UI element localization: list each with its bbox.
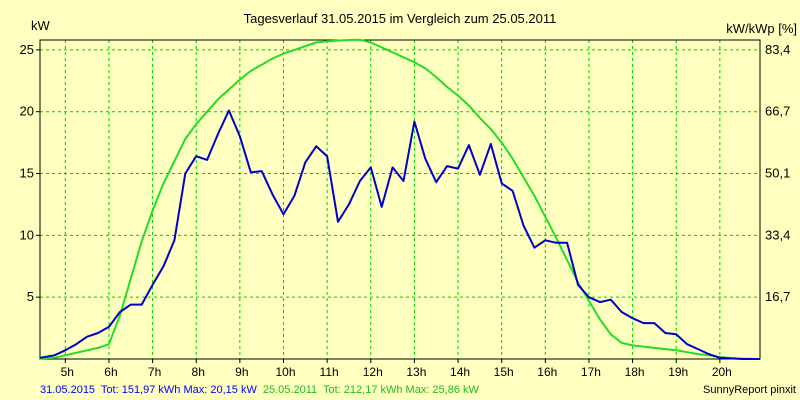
footer-series2-date: 25.05.2011 <box>263 384 317 396</box>
x-tick-label: 5h <box>61 365 74 379</box>
grid <box>40 40 760 359</box>
series-line-25.05.2011 <box>39 38 761 360</box>
y-left-tick-label: 5 <box>27 289 34 304</box>
x-tick-label: 17h <box>581 365 601 379</box>
footer-series1-date: 31.05.2015 <box>40 384 95 396</box>
y-right-tick-label: 50,1 <box>765 166 790 181</box>
x-tick-label: 10h <box>275 365 295 379</box>
y-left-tick-label: 15 <box>20 166 34 181</box>
x-tick-label: 12h <box>363 365 383 379</box>
series-line-31.05.2015 <box>39 109 760 360</box>
x-tick-label: 15h <box>494 365 514 379</box>
x-tick-label: 19h <box>668 365 688 379</box>
x-tick-label: 11h <box>320 365 339 379</box>
y-right-tick-label: 83,4 <box>765 42 790 57</box>
y-right-tick-label: 16,7 <box>765 289 790 304</box>
series-lines <box>39 38 761 360</box>
y-right-tick-label: 33,4 <box>765 227 790 242</box>
y-axis-left-label: kW <box>31 18 51 33</box>
x-tick-label: 8h <box>192 365 205 379</box>
svg-text:31.05.2015 Tot: 151,97 kWh: 31.05.2015 Tot: 151,97 kWh Max: 20,15 kW… <box>40 384 480 396</box>
y-right-tick-label: 66,7 <box>765 104 790 119</box>
x-tick-label: 14h <box>450 365 470 379</box>
x-tick-label: 7h <box>148 365 161 379</box>
x-tick-label: 16h <box>537 365 557 379</box>
y-left-tick-label: 20 <box>20 104 34 119</box>
y-left-tick-label: 25 <box>20 42 34 57</box>
y-left-tick-label: 10 <box>20 227 34 242</box>
x-tick-label: 20h <box>712 365 732 379</box>
footer-series1-stats: Tot: 151,97 kWh Max: 20,15 kW <box>101 384 258 396</box>
x-tick-label: 9h <box>235 365 248 379</box>
footer-credit: SunnyReport pinxit <box>703 384 796 396</box>
axis-ticks: 5h 6h 7h 8h 9h 10h 11h 12h 13h 14h 15h 16h 17h 18h 19h… <box>20 42 791 379</box>
footer-series2-stats: Tot: 212,17 kWh Max: 25,86 kW <box>323 384 480 396</box>
x-tick-label: 6h <box>104 365 117 379</box>
plot-frame <box>39 39 761 360</box>
y-axis-right-label: kW/kWp [%] <box>726 21 797 36</box>
chart-title: Tagesverlauf 31.05.2015 im Vergleich zum… <box>244 11 557 26</box>
x-tick-label: 13h <box>406 365 426 379</box>
x-tick-label: 18h <box>625 365 645 379</box>
